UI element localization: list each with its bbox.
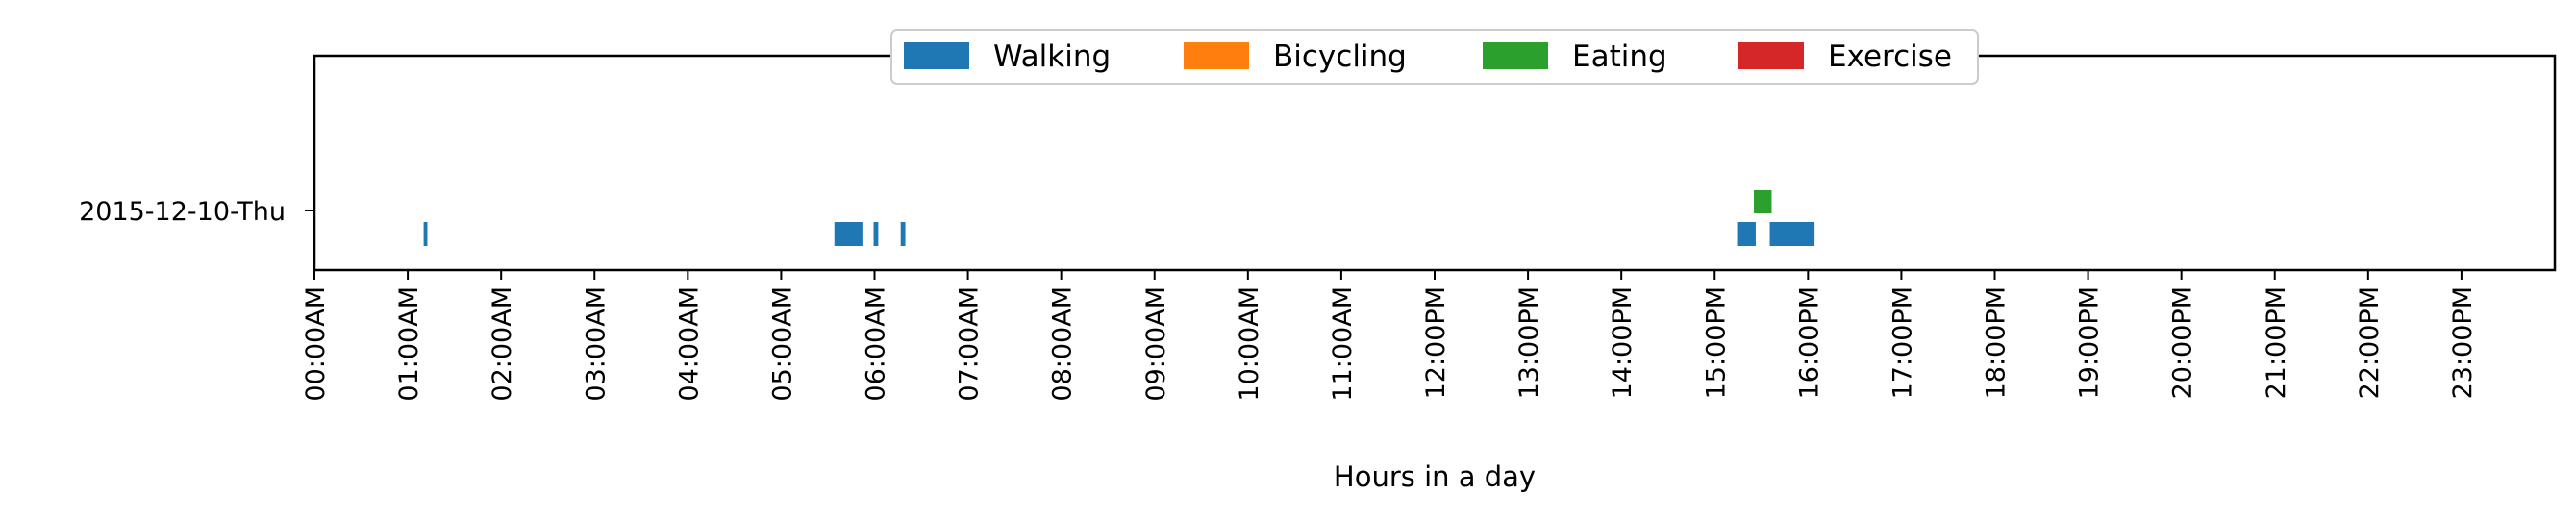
x-tick-label: 21:00PM (2262, 286, 2291, 399)
x-tick-label: 12:00PM (1421, 286, 1451, 399)
bars-layer (424, 190, 1815, 246)
bar-eating-0 (1754, 190, 1771, 213)
y-axis: 2015-12-10-Thu (79, 197, 314, 227)
x-tick-label: 05:00AM (767, 286, 797, 402)
x-tick-label: 01:00AM (394, 286, 424, 402)
x-tick-label: 14:00PM (1608, 286, 1638, 399)
legend-swatch-bicycling (1184, 42, 1249, 69)
x-tick-label: 18:00PM (1982, 286, 2012, 399)
x-tick-label: 07:00AM (955, 286, 985, 402)
legend-label-eating: Eating (1572, 39, 1667, 74)
legend-swatch-exercise (1738, 42, 1804, 69)
x-tick-label: 11:00AM (1328, 286, 1358, 402)
x-tick-label: 04:00AM (674, 286, 704, 402)
legend-swatch-walking (904, 42, 969, 69)
legend-label-walking: Walking (993, 39, 1111, 74)
x-tick-label: 13:00PM (1514, 286, 1544, 399)
x-tick-label: 15:00PM (1701, 286, 1731, 399)
legend: Walking Bicycling Eating Exercise (891, 30, 1978, 84)
plot-area (314, 56, 2555, 270)
bar-walking-4 (1738, 222, 1756, 246)
x-tick-label: 17:00PM (1888, 286, 1917, 399)
legend-label-bicycling: Bicycling (1273, 39, 1407, 74)
bar-walking-1 (835, 222, 863, 246)
x-tick-label: 09:00AM (1141, 286, 1171, 402)
x-tick-label: 03:00AM (581, 286, 611, 402)
x-axis: 00:00AM 01:00AM 02:00AM 03:00AM 04:00AM 05:00… (301, 270, 2478, 402)
x-tick-label: 10:00AM (1235, 286, 1264, 402)
bar-walking-0 (424, 222, 428, 246)
x-tick-label: 02:00AM (488, 286, 517, 402)
legend-label-exercise: Exercise (1828, 39, 1952, 74)
x-axis-title: Hours in a day (1334, 460, 1536, 493)
x-tick-label: 06:00AM (862, 286, 891, 402)
x-tick-label: 19:00PM (2075, 286, 2105, 399)
x-tick-label: 22:00PM (2355, 286, 2385, 399)
y-tick-label: 2015-12-10-Thu (79, 197, 286, 227)
x-tick-label: 08:00AM (1048, 286, 1078, 402)
x-tick-label: 16:00PM (1794, 286, 1824, 399)
bar-walking-3 (901, 222, 906, 246)
x-tick-label: 23:00PM (2448, 286, 2478, 399)
x-tick-label: 00:00AM (301, 286, 331, 402)
legend-swatch-eating (1483, 42, 1548, 69)
x-tick-label: 20:00PM (2168, 286, 2198, 399)
bar-walking-5 (1770, 222, 1815, 246)
bar-walking-2 (874, 222, 879, 246)
